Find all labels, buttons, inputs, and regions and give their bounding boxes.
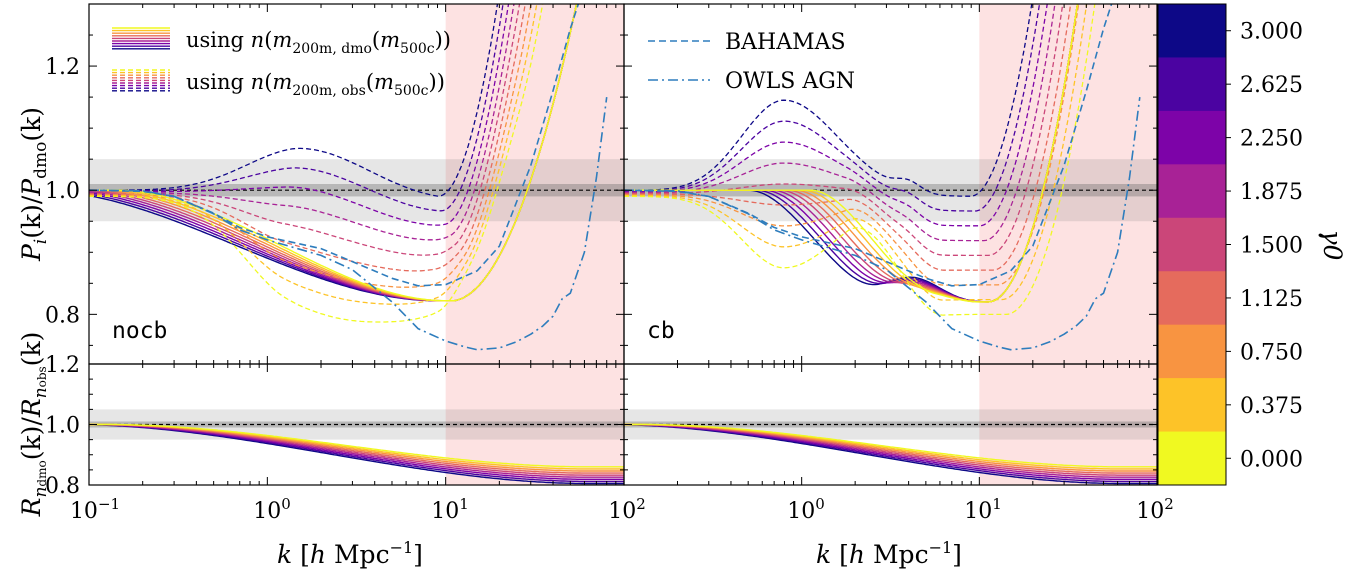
dashed-curve-gamma-2.25 [89, 4, 510, 226]
y-tick-label: 1.2 [45, 55, 80, 80]
panel-botR-background [624, 364, 1157, 485]
dashed-curve-gamma-1.5 [624, 4, 1064, 257]
panel-topL-curves [89, 4, 608, 351]
legend-swatch-dashed [112, 69, 170, 92]
shaded-region-k-above-10 [445, 4, 624, 364]
colorbar-frame [1157, 3, 1227, 486]
dashed-curve-gamma-0.375 [624, 4, 1088, 301]
y-axis-label-top: Pi(k)/Pdmo(k) [17, 107, 51, 262]
colorbar-tick-label: 0.375 [1240, 394, 1303, 419]
x-tick-label: 101 [431, 495, 469, 524]
colorbar-segment-1.5 [1158, 217, 1226, 272]
dashed-curve-gamma-3 [89, 4, 499, 197]
dashed-curve-gamma-0.75 [624, 4, 1080, 286]
dashed-curve-gamma-1.875 [89, 4, 515, 241]
bahamas-line [624, 4, 1113, 287]
colorbar-tick-label: 2.625 [1240, 73, 1303, 98]
colorbar-segment-2.25 [1158, 110, 1226, 165]
dashed-curve-gamma-2.25 [624, 4, 1048, 227]
panel-topR-curves [624, 4, 1141, 351]
colorbar-tick-label: 3.000 [1240, 20, 1303, 45]
dashed-curve-gamma-3 [624, 4, 1033, 197]
x-axis-label: k [h Mpc−1] [277, 538, 423, 569]
x-tick-label: 101 [964, 495, 1002, 524]
y-tick-label: 1.0 [45, 414, 80, 439]
dashed-curve-gamma-1.125 [624, 4, 1072, 271]
y-axis-label-bottom: Rndmo(k)/Rnobs(k) [17, 332, 51, 518]
ratio-curve-gamma-0 [624, 423, 1157, 468]
colorbar-segment-0 [1158, 431, 1226, 486]
dashed-curve-gamma-1.5 [89, 4, 521, 256]
panel-botL-background [89, 364, 624, 485]
colorbar-segment-0.75 [1158, 324, 1226, 379]
x-tick-label: 100 [787, 495, 825, 524]
y-tick-label: 0.8 [45, 303, 80, 328]
x-tick-label: 102 [1136, 495, 1174, 524]
dashed-curve-gamma-0 [89, 4, 544, 323]
dashed-curve-gamma-2.625 [624, 4, 1041, 212]
colorbar-tick-label: 1.125 [1240, 287, 1303, 312]
solid-curve-gamma-0 [624, 4, 1079, 303]
x-tick-label: 10−1 [70, 495, 120, 524]
panel-botR-curves [624, 423, 1157, 485]
colorbar-segment-2.625 [1158, 57, 1226, 112]
legend-label: using n(m200m, dmo(m500c)) [186, 28, 451, 57]
colorbar-tick-label: 1.500 [1240, 234, 1303, 259]
owls-agn-line [89, 96, 608, 351]
legend-label: using n(m200m, obs(m500c)) [186, 70, 445, 99]
panel-topL-background [89, 4, 624, 364]
panel-label-cb: cb [647, 318, 675, 344]
dashed-curve-gamma-1.875 [624, 4, 1056, 242]
y-tick-label: 1.2 [45, 353, 80, 378]
dashed-curve-gamma-0.375 [89, 4, 538, 305]
x-tick-label: 100 [253, 495, 291, 524]
legend-swatch-solid [112, 27, 170, 50]
panel-label-nocb: nocb [112, 318, 167, 344]
colorbar-segment-1.875 [1158, 164, 1226, 219]
colorbar-tick-label: 1.875 [1240, 180, 1303, 205]
dashed-curve-gamma-2.625 [89, 4, 504, 212]
colorbar-tick-label: 0.000 [1240, 447, 1303, 472]
colorbar-label: γ0 [1318, 230, 1347, 261]
legend-label-owls: OWLS AGN [725, 69, 855, 94]
x-axis-label: k [h Mpc−1] [816, 538, 962, 569]
x-tick-label: 102 [608, 495, 646, 524]
panel-botL-curves [89, 423, 624, 485]
y-tick-label: 0.8 [45, 474, 80, 499]
colorbar-segment-1.125 [1158, 271, 1226, 326]
ratio-curve-gamma-0 [89, 423, 624, 468]
colorbar-tick-label: 0.750 [1240, 340, 1303, 365]
solid-curve-gamma-0 [89, 4, 578, 302]
colorbar-segment-0.375 [1158, 378, 1226, 433]
legend-label-bahamas: BAHAMAS [725, 30, 846, 55]
y-tick-label: 1.0 [45, 179, 80, 204]
colorbar-segment-3 [1158, 4, 1226, 58]
owls-agn-line [624, 96, 1141, 351]
colorbar-tick-label: 2.250 [1240, 127, 1303, 152]
dashed-curve-gamma-0 [624, 4, 1096, 316]
